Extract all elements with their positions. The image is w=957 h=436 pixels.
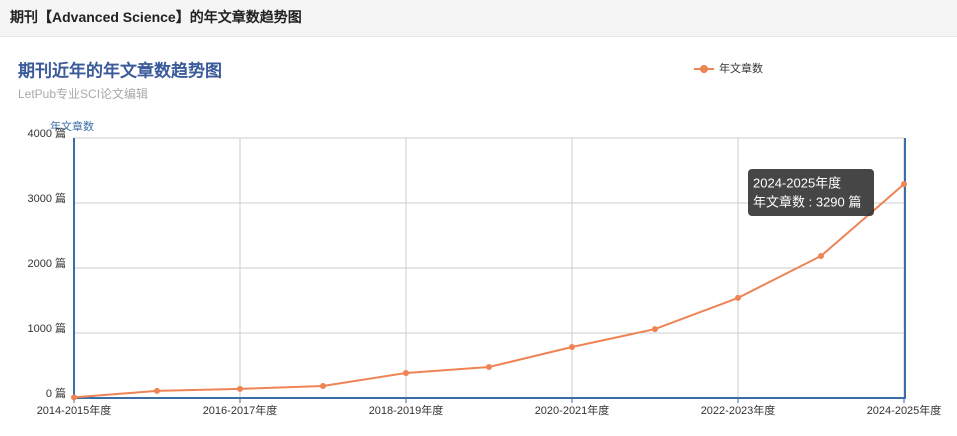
x-tick-label: 2022-2023年度 (701, 403, 776, 417)
point (237, 385, 243, 392)
point (735, 294, 741, 301)
header-title: 期刊【Advanced Science】的年文章数趋势图 (0, 0, 957, 37)
tooltip-title: 2024-2025年度 (753, 175, 841, 190)
point (901, 181, 907, 188)
point (486, 363, 492, 370)
chart-title: 期刊近年的年文章数趋势图 (18, 60, 222, 80)
x-tick-label: 2014-2015年度 (37, 403, 112, 417)
x-tick-label: 2016-2017年度 (203, 403, 278, 417)
x-tick-label: 2024-2025年度 (867, 403, 942, 417)
point (818, 252, 824, 259)
y-tick-label: 3000 篇 (27, 191, 66, 205)
y-tick-label: 1000 篇 (27, 321, 66, 335)
point (569, 343, 575, 350)
x-tick-label: 2018-2019年度 (369, 403, 444, 417)
point (403, 369, 409, 376)
chart: 期刊近年的年文章数趋势图 LetPub专业SCI论文编辑 年文章数 0 篇 100… (18, 60, 942, 417)
chart-subtitle: LetPub专业SCI论文编辑 (18, 86, 148, 101)
tooltip-text: 年文章数 : 3290 篇 (753, 194, 861, 209)
point (71, 394, 77, 401)
point (154, 387, 160, 394)
x-tick-label: 2020-2021年度 (535, 403, 610, 417)
legend-marker (700, 65, 708, 73)
tooltip-box (748, 169, 874, 216)
point (320, 382, 326, 389)
y-tick-label: 0 篇 (46, 386, 66, 400)
legend-label: 年文章数 (719, 61, 763, 75)
y-tick-label: 2000 篇 (27, 256, 66, 270)
point (652, 326, 658, 333)
y-axis-label: 年文章数 (50, 119, 94, 133)
y-tick-label: 4000 篇 (27, 126, 66, 140)
